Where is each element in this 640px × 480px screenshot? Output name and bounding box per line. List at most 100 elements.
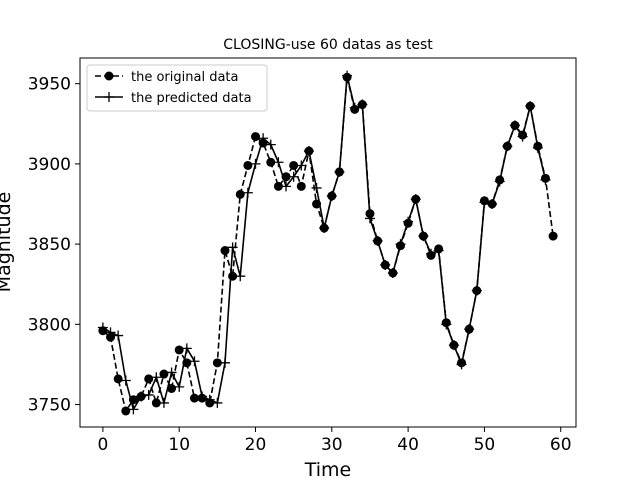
data-point	[296, 181, 306, 191]
data-point	[418, 231, 429, 242]
legend-label: the original data	[131, 70, 238, 85]
data-point	[540, 174, 551, 185]
data-point	[143, 389, 154, 400]
data-point	[517, 131, 528, 142]
data-point	[296, 160, 307, 171]
y-tick-label: 3850	[28, 235, 71, 255]
plot-area	[97, 70, 558, 416]
y-axis-label: Magnitude	[0, 192, 15, 293]
data-point	[266, 157, 276, 167]
data-point	[387, 267, 398, 278]
legend: the original data the predicted data	[86, 64, 268, 112]
data-point	[174, 381, 185, 392]
data-point	[235, 189, 245, 199]
plot-frame	[79, 57, 577, 428]
y-tick-label: 3950	[28, 75, 71, 95]
data-point	[212, 358, 222, 368]
legend-marker	[104, 71, 114, 81]
x-tick-label: 10	[168, 435, 190, 455]
data-point	[250, 158, 261, 169]
data-point	[136, 391, 147, 402]
data-point	[258, 133, 269, 144]
data-point	[456, 359, 467, 370]
data-point	[120, 375, 131, 386]
data-point	[220, 246, 230, 256]
data-point	[167, 383, 177, 393]
data-point	[113, 374, 123, 384]
data-point	[219, 357, 230, 368]
data-point	[158, 397, 169, 408]
series-line	[102, 75, 547, 412]
data-point	[235, 271, 246, 282]
data-point	[281, 181, 292, 192]
data-point	[197, 391, 208, 402]
data-point	[548, 231, 558, 241]
data-point	[105, 327, 116, 338]
data-point	[166, 367, 177, 378]
data-point	[227, 242, 238, 253]
data-point	[403, 216, 414, 227]
data-point	[311, 182, 322, 193]
data-point	[128, 404, 139, 415]
data-point	[395, 239, 406, 250]
y-tick-label: 3750	[28, 396, 71, 416]
data-point	[342, 70, 353, 81]
x-tick-label: 30	[321, 435, 343, 455]
data-point	[174, 345, 184, 355]
data-point	[532, 142, 543, 153]
data-point	[97, 322, 108, 333]
data-point	[265, 139, 276, 150]
x-tick-label: 0	[97, 435, 108, 455]
data-point	[243, 160, 253, 170]
data-point	[471, 285, 482, 296]
data-point	[121, 406, 131, 416]
data-point	[357, 99, 368, 110]
data-point	[487, 198, 498, 209]
x-tick-label: 20	[245, 435, 267, 455]
legend-entry: the original data	[95, 70, 238, 85]
data-point	[242, 187, 253, 198]
data-point	[212, 397, 223, 408]
data-point	[159, 369, 169, 379]
data-point	[151, 372, 162, 383]
y-axis: 3750 3800 3850 3900 3950	[28, 75, 80, 416]
data-point	[303, 146, 314, 157]
data-point	[433, 245, 444, 256]
data-point	[441, 319, 452, 330]
data-point	[273, 157, 284, 168]
x-tick-label: 60	[550, 435, 572, 455]
series-1	[98, 72, 558, 416]
data-point	[289, 160, 299, 170]
legend-label: the predicted data	[131, 91, 252, 106]
data-point	[319, 223, 330, 234]
x-tick-label: 50	[474, 435, 496, 455]
data-point	[288, 171, 299, 182]
legend-box	[86, 64, 268, 112]
data-point	[410, 194, 421, 205]
data-point	[349, 102, 360, 113]
series-2	[97, 70, 551, 415]
data-point	[372, 235, 383, 246]
legend-entry: the predicted data	[95, 91, 252, 106]
x-axis: 0 10 20 30 40 50 60	[97, 427, 572, 455]
data-point	[509, 120, 520, 131]
data-point	[334, 166, 345, 177]
y-tick-label: 3800	[28, 315, 71, 335]
data-point	[426, 248, 437, 259]
data-point	[144, 374, 154, 384]
data-point	[189, 393, 199, 403]
data-point	[448, 340, 459, 351]
data-point	[251, 132, 261, 142]
data-point	[479, 197, 490, 208]
x-tick-label: 40	[397, 435, 419, 455]
data-point	[151, 398, 161, 408]
data-point	[181, 343, 192, 354]
y-tick-label: 3900	[28, 155, 71, 175]
data-point	[502, 141, 513, 152]
legend-marker	[104, 92, 114, 102]
data-point	[380, 259, 391, 270]
data-point	[464, 324, 475, 335]
data-point	[273, 181, 283, 191]
